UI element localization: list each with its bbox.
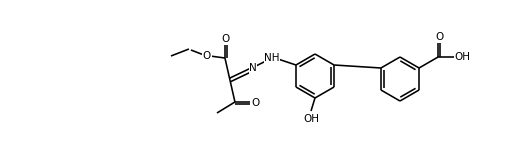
Text: N: N — [248, 63, 257, 73]
Text: OH: OH — [453, 52, 469, 62]
Text: O: O — [203, 51, 211, 61]
Text: OH: OH — [302, 114, 318, 124]
Text: NH: NH — [264, 53, 279, 63]
Text: O: O — [251, 98, 260, 108]
Text: O: O — [434, 32, 442, 42]
Text: O: O — [221, 34, 230, 44]
